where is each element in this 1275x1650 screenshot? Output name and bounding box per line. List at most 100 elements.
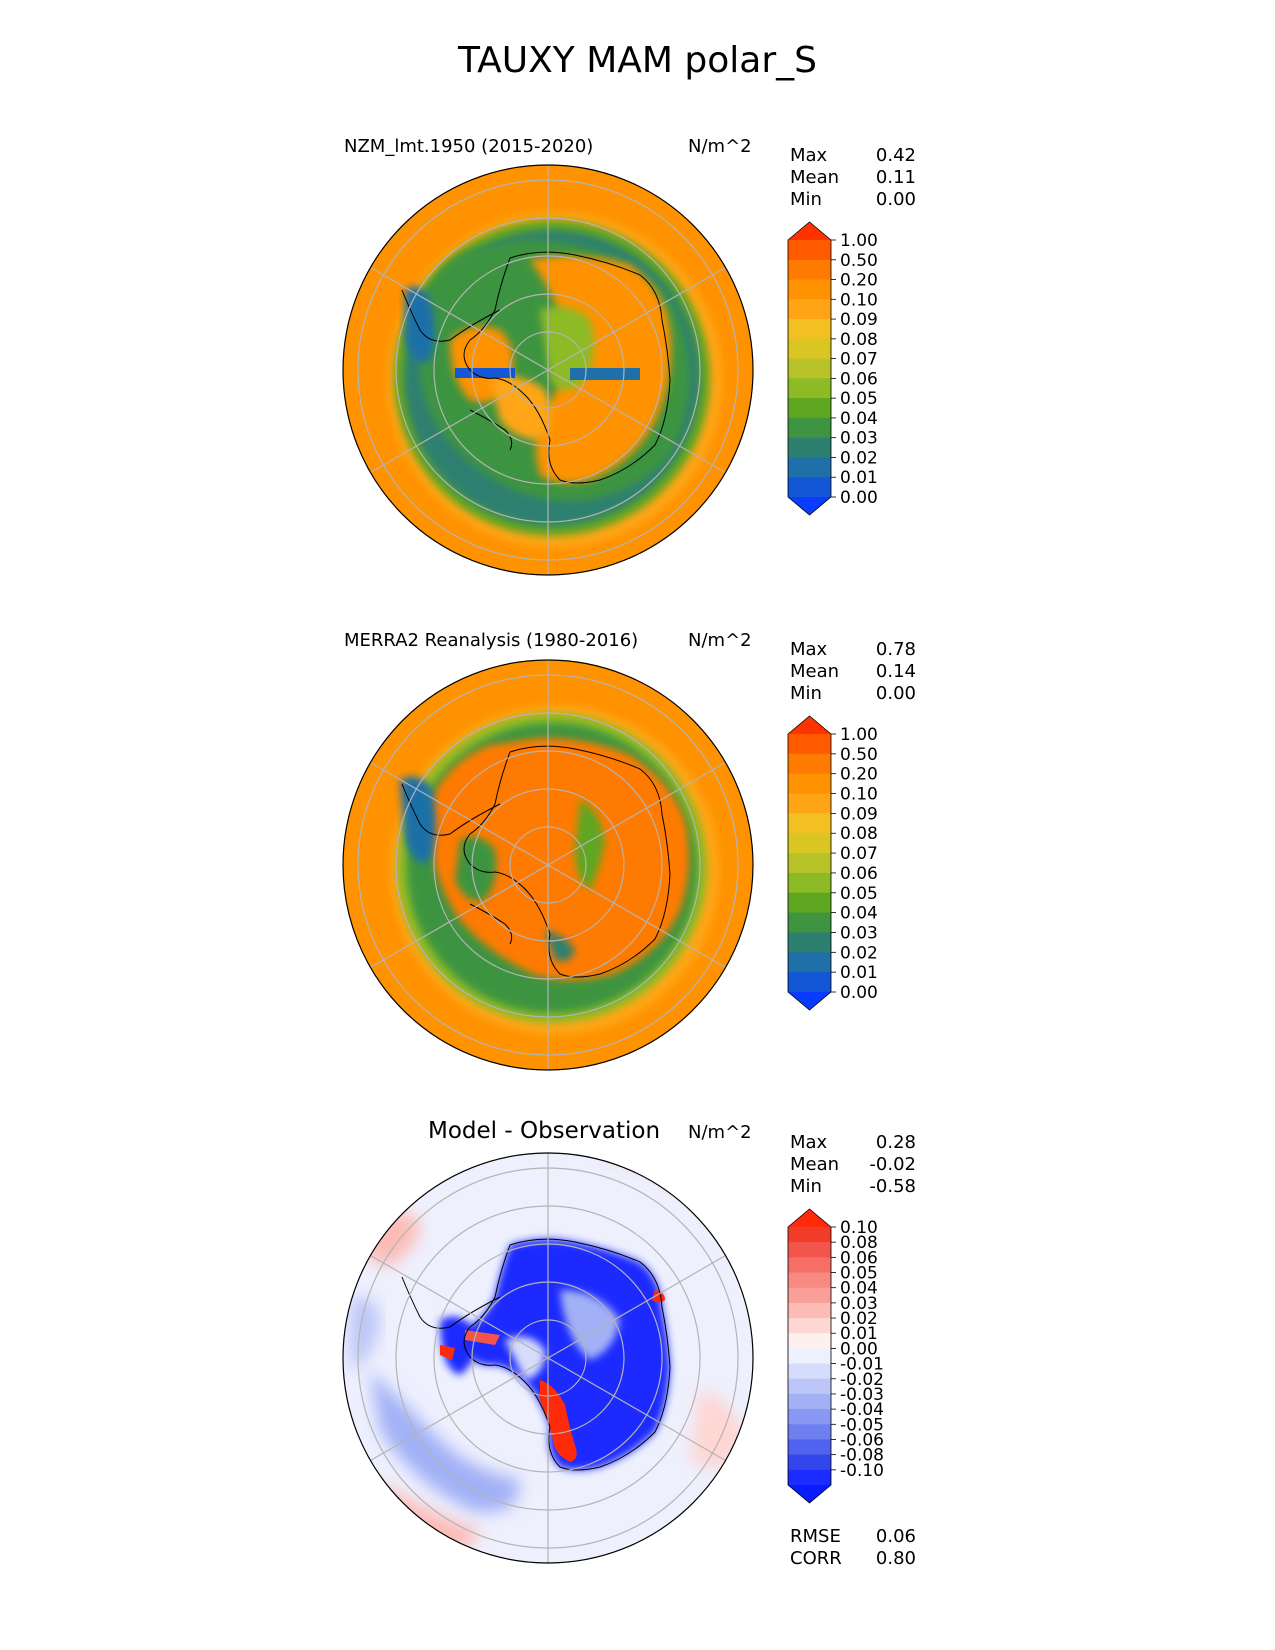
stat-label-max-test: Max — [790, 145, 828, 166]
colorbar-tick-label: -0.05 — [840, 1415, 884, 1435]
stat-label-min-ref: Min — [790, 683, 822, 704]
colorbar-segment — [788, 793, 831, 814]
colorbar-segment — [788, 1424, 831, 1441]
metric-label-rmse: RMSE — [790, 1526, 841, 1547]
colorbar-tick-label: 0.20 — [840, 765, 878, 785]
colorbar-extend-min — [788, 497, 831, 515]
colorbar-segment — [788, 773, 831, 795]
colorbar-segment — [788, 932, 831, 953]
stat-mean-ref: 0.14 — [875, 661, 916, 682]
colorbar-tick-label: 0.10 — [840, 785, 878, 805]
colorbar-segment — [788, 338, 831, 360]
colorbar-segment — [788, 437, 831, 459]
colorbar-segment — [788, 1302, 831, 1319]
colorbar-tick-label: 0.07 — [840, 350, 878, 370]
colorbar-segment — [788, 1333, 831, 1350]
stat-min-test: 0.00 — [875, 189, 916, 210]
colorbar-tick-label: 0.01 — [840, 468, 878, 488]
colorbar-segment — [788, 1409, 831, 1425]
colorbar-segment — [788, 1227, 831, 1243]
colorbar-tick-label: 0.06 — [840, 369, 878, 389]
colorbar-segment — [788, 1378, 831, 1395]
colorbar-outline — [787, 1208, 832, 1504]
colorbar-segment — [788, 1454, 831, 1471]
stat-label-max-ref: Max — [790, 639, 828, 660]
units-ref: N/m^2 — [688, 630, 752, 651]
colorbar-segment — [788, 853, 831, 874]
colorbar-segment — [788, 378, 831, 399]
colorbar-tick-label: 0.02 — [840, 1309, 878, 1329]
colorbar-tick-label: 0.08 — [840, 824, 878, 844]
colorbar-extend-max — [788, 716, 831, 734]
stat-label-min-diff: Min — [790, 1176, 822, 1197]
colorbar-tick-label: 0.09 — [840, 804, 878, 824]
colorbar-tick-label: 1.00 — [840, 231, 878, 251]
stat-label-mean-diff: Mean — [790, 1154, 840, 1175]
colorbar-tick-label: 1.00 — [840, 725, 878, 745]
colorbar-tick-label: 0.20 — [840, 271, 878, 291]
colorbar-segment — [788, 319, 831, 340]
colorbar-tick-label: 0.06 — [840, 864, 878, 884]
panel-title-ref: MERRA2 Reanalysis (1980-2016) — [344, 630, 639, 651]
colorbar-segment — [788, 299, 831, 320]
metric-rmse: 0.06 — [875, 1526, 916, 1547]
colorbar-tick-label: 0.07 — [840, 844, 878, 864]
metric-label-corr: CORR — [790, 1548, 842, 1569]
colorbar-tick-label: -0.10 — [840, 1461, 884, 1481]
colorbar-tick-label: -0.01 — [840, 1355, 884, 1375]
colorbar-tick-label: 0.02 — [840, 448, 878, 468]
colorbar-segment — [788, 912, 831, 934]
colorbar-tick-label: 0.08 — [840, 330, 878, 350]
metric-corr: 0.80 — [875, 1548, 916, 1569]
colorbar-tick-label: 0.00 — [840, 1339, 878, 1359]
colorbar-extend-min — [788, 1485, 831, 1503]
colorbar-tick-label: 0.00 — [840, 488, 878, 508]
colorbar-tick-label: 0.10 — [840, 1218, 878, 1238]
stat-max-ref: 0.78 — [875, 639, 916, 660]
figure-title: TAUXY MAM polar_S — [457, 40, 818, 81]
colorbar-segment — [788, 972, 831, 993]
colorbar-segment — [788, 1242, 831, 1258]
colorbar-tick-label: 0.01 — [840, 963, 878, 983]
colorbar-segment — [788, 1393, 831, 1410]
colorbar-extend-min — [788, 992, 831, 1010]
colorbar-segment — [788, 813, 831, 834]
stat-label-mean-test: Mean — [790, 167, 840, 188]
colorbar-segment — [788, 1287, 831, 1304]
colorbar-segment — [788, 1257, 831, 1274]
colorbar-tick-label: -0.03 — [840, 1385, 884, 1405]
colorbar-segment — [788, 417, 831, 439]
colorbar-tick-label: 0.04 — [840, 1279, 878, 1299]
colorbar-tick-label: 0.05 — [840, 884, 878, 904]
colorbar-segment — [788, 279, 831, 300]
colorbar-segment — [788, 952, 831, 973]
stat-min-ref: 0.00 — [875, 683, 916, 704]
colorbar-tick-label: 0.04 — [840, 409, 878, 429]
colorbar-segment — [788, 358, 831, 379]
colorbar-extend-max — [788, 222, 831, 240]
colorbar-segment — [788, 892, 831, 914]
colorbar-tick-label: 0.10 — [840, 290, 878, 310]
colorbar-segment — [788, 259, 831, 281]
colorbar-tick-label: 0.00 — [840, 983, 878, 1003]
colorbar-test: 1.000.500.200.100.090.080.070.060.050.04… — [787, 221, 878, 516]
colorbar-tick-label: -0.04 — [840, 1400, 884, 1420]
colorbar-tick-label: -0.02 — [840, 1370, 884, 1390]
colorbar-segment — [788, 398, 831, 419]
colorbar-segment — [788, 240, 831, 261]
map-test — [343, 165, 753, 575]
map-ref — [343, 660, 753, 1070]
colorbar-diff: 0.100.080.060.050.040.030.020.010.00-0.0… — [787, 1208, 884, 1504]
units-diff: N/m^2 — [688, 1122, 752, 1143]
colorbar-tick-label: 0.06 — [840, 1248, 878, 1268]
colorbar-segment — [788, 1318, 831, 1334]
colorbar-ref: 1.000.500.200.100.090.080.070.060.050.04… — [787, 715, 878, 1011]
colorbar-segment — [788, 1272, 831, 1289]
colorbar-tick-label: 0.08 — [840, 1233, 878, 1253]
colorbar-tick-label: 0.03 — [840, 1294, 878, 1314]
stat-label-mean-ref: Mean — [790, 661, 840, 682]
panel-title-test: NZM_lmt.1950 (2015-2020) — [344, 136, 594, 157]
colorbar-segment — [788, 477, 831, 498]
colorbar-tick-label: 0.03 — [840, 429, 878, 449]
